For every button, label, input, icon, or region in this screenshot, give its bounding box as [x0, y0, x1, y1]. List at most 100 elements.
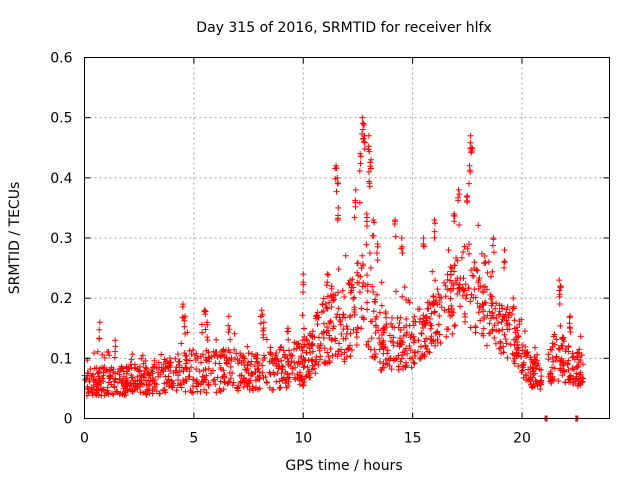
data-point — [513, 350, 520, 357]
data-point — [285, 375, 292, 382]
chart-title: Day 315 of 2016, SRMTID for receiver hlf… — [196, 20, 491, 36]
data-point — [363, 341, 370, 348]
data-point — [410, 318, 417, 325]
data-point — [352, 186, 359, 193]
data-point — [359, 252, 366, 259]
data-point — [143, 390, 150, 397]
data-point — [396, 335, 403, 342]
data-point — [224, 380, 231, 387]
data-point — [561, 368, 568, 375]
data-point — [518, 353, 525, 360]
data-point — [459, 285, 466, 292]
data-point — [339, 287, 346, 294]
data-point — [577, 333, 584, 340]
data-points — [81, 114, 587, 422]
data-point — [335, 204, 342, 211]
data-point — [444, 271, 451, 278]
data-point — [113, 388, 120, 395]
data-point — [255, 365, 262, 372]
data-point — [280, 347, 287, 354]
data-point — [428, 322, 435, 329]
data-point — [438, 304, 445, 311]
data-point — [472, 324, 479, 331]
data-point — [291, 339, 298, 346]
data-point — [361, 138, 368, 145]
data-point — [469, 145, 476, 152]
data-point — [371, 298, 378, 305]
data-point — [487, 315, 494, 322]
data-point — [452, 277, 459, 284]
data-point — [398, 235, 405, 241]
data-point — [273, 362, 280, 369]
x-tick-label: 10 — [294, 431, 312, 447]
data-point — [560, 359, 567, 366]
data-point — [160, 368, 167, 375]
data-point — [217, 388, 224, 395]
x-tick-label: 5 — [189, 431, 198, 447]
data-point — [166, 383, 173, 390]
data-point — [556, 300, 563, 307]
data-point — [566, 314, 573, 321]
data-point — [361, 139, 368, 146]
data-point — [335, 348, 342, 355]
data-point — [534, 379, 541, 386]
data-point — [248, 358, 255, 365]
data-point — [334, 215, 341, 222]
data-point — [305, 372, 312, 379]
data-point — [354, 269, 361, 276]
data-point — [562, 348, 569, 355]
data-point — [197, 353, 204, 360]
data-point — [366, 250, 373, 257]
data-point — [557, 283, 564, 290]
data-point — [299, 337, 306, 344]
data-point — [288, 358, 295, 365]
data-point — [87, 366, 94, 373]
data-point — [477, 317, 484, 324]
data-point — [90, 350, 97, 357]
data-point — [373, 250, 380, 257]
data-point — [570, 380, 577, 387]
data-point — [232, 356, 239, 363]
data-point — [101, 354, 108, 361]
data-point — [450, 309, 457, 316]
data-point — [126, 364, 133, 371]
data-point — [368, 156, 375, 163]
data-point — [530, 364, 537, 371]
data-point — [451, 213, 458, 220]
data-point — [324, 349, 331, 356]
data-point — [484, 269, 491, 276]
data-point — [491, 334, 498, 341]
data-point — [363, 241, 370, 248]
data-point — [319, 330, 326, 337]
data-point — [380, 324, 387, 331]
data-point — [500, 349, 507, 356]
data-point — [455, 194, 462, 201]
data-point — [553, 336, 560, 343]
data-point — [380, 350, 387, 357]
data-point — [485, 258, 492, 265]
data-point — [386, 332, 393, 339]
data-point — [270, 369, 277, 376]
data-point — [285, 336, 292, 343]
data-point — [359, 114, 366, 121]
data-point — [370, 232, 377, 239]
data-point — [565, 357, 572, 364]
data-point — [575, 359, 582, 366]
data-point — [443, 333, 450, 340]
data-point — [329, 352, 336, 359]
data-point — [416, 355, 423, 362]
data-point — [197, 388, 204, 395]
data-point — [327, 317, 334, 324]
data-point — [183, 365, 190, 372]
data-point — [224, 360, 231, 367]
data-point — [223, 354, 230, 361]
data-point — [368, 335, 375, 342]
data-point — [333, 314, 340, 321]
data-point — [434, 339, 441, 346]
data-point — [361, 121, 368, 128]
data-point — [461, 243, 468, 250]
data-point — [430, 338, 437, 345]
data-point — [575, 362, 582, 369]
data-point — [408, 364, 415, 371]
data-point — [365, 132, 372, 139]
